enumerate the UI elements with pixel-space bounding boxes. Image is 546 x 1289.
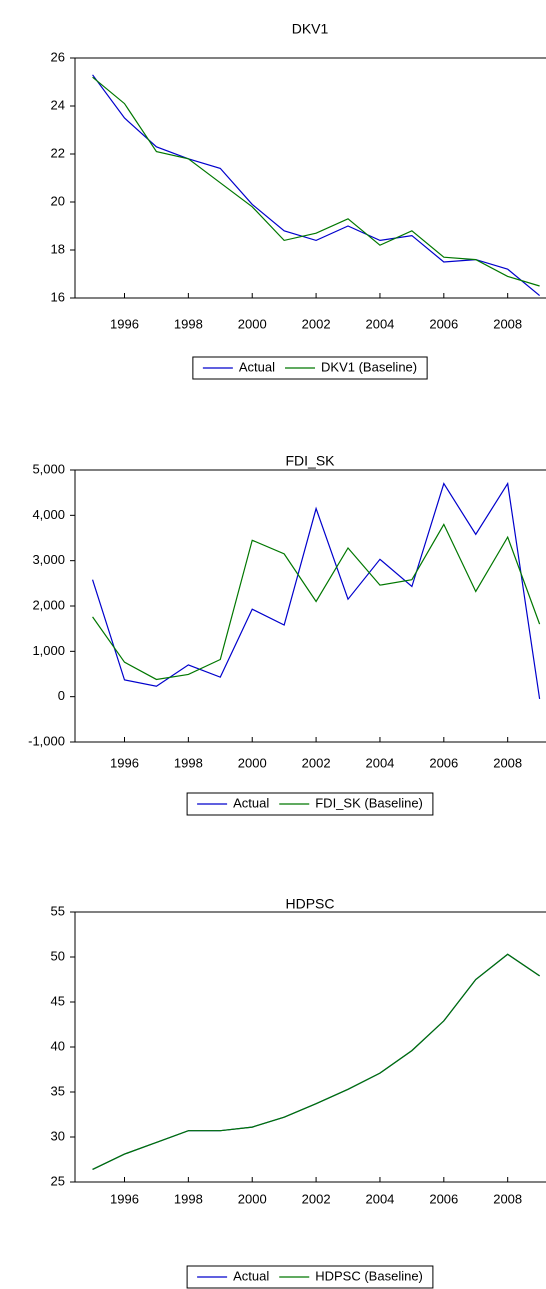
chart-title: FDI_SK [285,453,335,469]
series-line [91,481,541,700]
x-tick-label: 2000 [238,1191,267,1206]
x-tick-label: 2002 [302,1191,331,1206]
x-tick-label: 2004 [365,1191,394,1206]
x-tick-label: 2002 [302,755,331,770]
y-tick-label: 4,000 [32,507,65,522]
y-tick-label: 16 [51,289,65,304]
x-tick-label: 2000 [238,755,267,770]
x-tick-label: 2008 [493,755,522,770]
series-line [92,74,540,297]
legend-box [186,792,434,816]
y-tick-label: 24 [51,97,65,112]
legend-label: DKV1 (Baseline) [321,359,417,374]
y-tick-label: 22 [51,145,65,160]
y-tick-label: 25 [51,1173,65,1188]
x-tick-label: 1996 [110,1191,139,1206]
series-line [92,523,541,681]
y-tick-label: 40 [51,1038,65,1053]
legend-label: FDI_SK (Baseline) [315,795,423,810]
y-tick-label: 1,000 [32,643,65,658]
y-tick-label: 18 [51,241,65,256]
y-tick-label: 45 [51,993,65,1008]
x-tick-label: 2000 [238,316,267,331]
series-line [92,953,540,1170]
y-tick-label: 20 [51,193,65,208]
x-tick-label: 1998 [174,316,203,331]
chart-title: DKV1 [292,21,329,37]
x-tick-label: 2008 [493,1191,522,1206]
y-tick-label: -1,000 [28,733,65,748]
series-line [92,953,540,1170]
x-tick-label: 2006 [429,1191,458,1206]
y-tick-label: 3,000 [32,552,65,567]
x-tick-label: 1996 [110,316,139,331]
legend-label: HDPSC (Baseline) [315,1268,423,1283]
y-tick-label: 2,000 [32,597,65,612]
x-tick-label: 2006 [429,316,458,331]
x-tick-label: 2008 [493,316,522,331]
x-tick-label: 1998 [174,755,203,770]
x-tick-label: 2002 [302,316,331,331]
y-tick-label: 26 [51,49,65,64]
x-tick-label: 1998 [174,1191,203,1206]
series-line [92,76,540,287]
legend-box [186,1265,434,1289]
x-tick-label: 2004 [365,755,394,770]
legend-label: Actual [239,359,275,374]
y-tick-label: 50 [51,948,65,963]
legend-label: Actual [233,1268,269,1283]
chart-title: HDPSC [285,896,334,912]
y-tick-label: 35 [51,1083,65,1098]
y-tick-label: 55 [51,903,65,918]
x-tick-label: 2004 [365,316,394,331]
y-tick-label: 0 [58,688,65,703]
x-tick-label: 2006 [429,755,458,770]
legend-label: Actual [233,795,269,810]
x-tick-label: 1996 [110,755,139,770]
y-tick-label: 5,000 [32,461,65,476]
y-tick-label: 30 [51,1128,65,1143]
